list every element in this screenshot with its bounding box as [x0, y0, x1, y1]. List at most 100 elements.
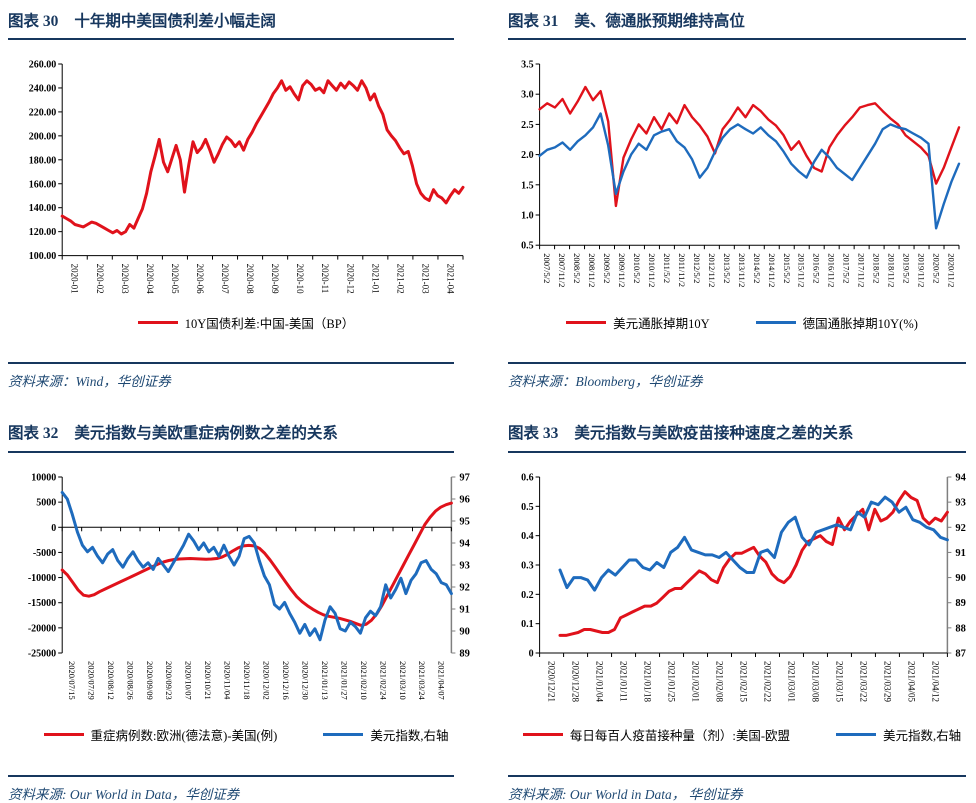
legend-item: 每日每百人疫苗接种量（剂）:美国-欧盟 — [522, 725, 790, 744]
legend-line-swatch — [137, 320, 178, 324]
svg-text:0.5: 0.5 — [521, 502, 534, 513]
svg-text:0.2: 0.2 — [521, 590, 534, 601]
figure-30-source: 资料来源：Wind，华创证券 — [8, 362, 454, 390]
svg-text:2021-04: 2021-04 — [445, 264, 455, 294]
svg-text:90: 90 — [955, 573, 966, 584]
svg-text:2020-11: 2020-11 — [320, 264, 330, 294]
legend-label: 美元指数,右轴 — [370, 729, 449, 744]
figure-32-caption: 美元指数与美欧重症病例数之差的关系 — [74, 425, 338, 443]
svg-text:2008/5/2: 2008/5/2 — [572, 254, 582, 284]
svg-text:2009/11/2: 2009/11/2 — [617, 254, 627, 288]
legend-line-swatch — [323, 733, 364, 737]
legend-label: 重症病例数:欧洲(德法意)-美国(例) — [90, 729, 278, 744]
svg-text:2017/5/2: 2017/5/2 — [842, 254, 852, 284]
svg-text:2020-01: 2020-01 — [70, 264, 80, 294]
svg-text:2012/5/2: 2012/5/2 — [692, 254, 702, 284]
svg-text:2011/11/2: 2011/11/2 — [677, 254, 687, 288]
svg-text:2020-04: 2020-04 — [145, 264, 155, 294]
svg-text:2020/08/12: 2020/08/12 — [106, 661, 116, 700]
legend-item: 重症病例数:欧洲(德法意)-美国(例) — [43, 725, 278, 744]
svg-text:2021/02/08: 2021/02/08 — [715, 661, 725, 703]
figure-31-legend: 美元通胀掉期10Y 德国通胀掉期10Y(%) — [508, 312, 976, 332]
svg-text:87: 87 — [955, 648, 966, 659]
svg-text:2020-07: 2020-07 — [220, 264, 230, 294]
svg-text:2020/11/2: 2020/11/2 — [947, 254, 957, 288]
svg-text:2021/01/18: 2021/01/18 — [643, 661, 653, 703]
svg-text:5000: 5000 — [36, 497, 56, 508]
svg-text:2015/5/2: 2015/5/2 — [782, 254, 792, 284]
legend-label: 美元指数,右轴 — [883, 729, 962, 744]
svg-text:0.6: 0.6 — [521, 472, 534, 483]
figure-31-caption: 美、德通胀预期维持高位 — [574, 13, 745, 30]
figure-30-caption: 十年期中美国债利差小幅走阔 — [74, 13, 276, 30]
svg-text:2021/03/15: 2021/03/15 — [834, 661, 844, 703]
vaccination-vs-dollar-index-chart: 0.6 0.5 0.4 0.3 0.2 0.1 0 94 93 92 91 90 89 88 87 2020/… — [521, 472, 967, 703]
svg-text:2021/03/24: 2021/03/24 — [417, 661, 427, 700]
svg-text:2020-02: 2020-02 — [95, 264, 105, 294]
svg-text:96: 96 — [459, 494, 470, 505]
svg-text:240.00: 240.00 — [29, 84, 57, 95]
svg-text:2021/04/05: 2021/04/05 — [906, 661, 916, 703]
svg-text:2021/03/01: 2021/03/01 — [786, 661, 796, 702]
svg-text:-25000: -25000 — [28, 648, 56, 659]
figure-32-chart-area: 10000 5000 0 -5000 -10000 -15000 -20000 -25000 9… — [8, 467, 484, 719]
svg-text:2017/11/2: 2017/11/2 — [857, 254, 867, 288]
svg-text:2020-09: 2020-09 — [270, 264, 280, 294]
svg-text:95: 95 — [459, 516, 470, 527]
svg-text:2020/09/23: 2020/09/23 — [164, 661, 174, 700]
svg-text:0: 0 — [51, 523, 56, 534]
svg-text:2021/04/12: 2021/04/12 — [930, 661, 940, 702]
svg-text:2020/12/30: 2020/12/30 — [300, 661, 310, 700]
svg-text:2020-03: 2020-03 — [120, 264, 130, 294]
figure-32-source: 资料来源: Our World in Data，华创证券 — [8, 774, 454, 803]
svg-text:97: 97 — [459, 472, 470, 483]
svg-text:2020/11/18: 2020/11/18 — [242, 661, 252, 699]
svg-text:90: 90 — [459, 626, 470, 637]
legend-label: 每日每百人疫苗接种量（剂）:美国-欧盟 — [569, 729, 790, 744]
svg-text:89: 89 — [459, 648, 470, 659]
svg-text:2021/02/24: 2021/02/24 — [378, 661, 388, 700]
svg-text:120.00: 120.00 — [29, 228, 57, 239]
svg-text:2007/5/2: 2007/5/2 — [542, 254, 552, 284]
figure-31-chart-area: 3.5 3.0 2.5 2.0 1.5 1.0 0.5 2007/5/2 2007/11/2 20… — [508, 54, 976, 306]
legend-line-swatch — [836, 733, 876, 737]
figure-30-chart-area: 260.00 240.00 220.00 200.00 180.00 160.00 140.… — [8, 54, 484, 306]
figure-30-legend: 10Y国债利差:中国-美国（BP） — [8, 312, 484, 332]
legend-label: 美元通胀掉期10Y — [613, 316, 710, 331]
svg-text:2020-06: 2020-06 — [195, 264, 205, 294]
svg-text:2021/01/13: 2021/01/13 — [320, 661, 330, 700]
svg-text:2020/12/02: 2020/12/02 — [262, 661, 272, 700]
svg-text:94: 94 — [955, 472, 966, 483]
svg-text:2021/02/15: 2021/02/15 — [739, 661, 749, 703]
svg-text:0.4: 0.4 — [521, 531, 534, 542]
svg-text:2.0: 2.0 — [521, 150, 534, 161]
svg-text:2016/11/2: 2016/11/2 — [827, 254, 837, 288]
svg-text:2021/01/04: 2021/01/04 — [595, 661, 605, 703]
svg-text:2014/11/2: 2014/11/2 — [767, 254, 777, 288]
svg-text:2020/11/04: 2020/11/04 — [223, 661, 233, 700]
svg-text:2021/02/01: 2021/02/01 — [691, 661, 701, 702]
severe-cases-vs-dollar-index-chart: 10000 5000 0 -5000 -10000 -15000 -20000 -25000 9… — [28, 472, 471, 700]
legend-item: 美元通胀掉期10Y — [566, 313, 710, 332]
svg-text:2021/04/07: 2021/04/07 — [437, 661, 447, 700]
svg-text:2021/01/25: 2021/01/25 — [667, 661, 677, 703]
svg-text:2021/01/11: 2021/01/11 — [619, 661, 629, 702]
legend-line-swatch — [755, 320, 796, 324]
svg-text:2021/03/10: 2021/03/10 — [398, 661, 408, 700]
svg-text:2020-08: 2020-08 — [245, 264, 255, 294]
svg-text:2009/5/2: 2009/5/2 — [602, 254, 612, 284]
svg-text:2018/5/2: 2018/5/2 — [872, 254, 882, 284]
svg-text:2010/11/2: 2010/11/2 — [647, 254, 657, 288]
svg-text:2019/11/2: 2019/11/2 — [917, 254, 927, 288]
svg-text:260.00: 260.00 — [29, 60, 57, 71]
legend-line-swatch — [566, 320, 607, 324]
figure-33-title: 图表 33 美元指数与美欧疫苗接种速度之差的关系 — [508, 422, 966, 453]
svg-text:140.00: 140.00 — [29, 204, 57, 215]
figure-31-label: 图表 31 — [508, 13, 559, 30]
svg-text:160.00: 160.00 — [29, 180, 57, 191]
svg-text:2020-10: 2020-10 — [295, 264, 305, 294]
svg-text:220.00: 220.00 — [29, 108, 57, 119]
svg-text:91: 91 — [459, 604, 470, 615]
svg-text:0.5: 0.5 — [521, 241, 534, 252]
